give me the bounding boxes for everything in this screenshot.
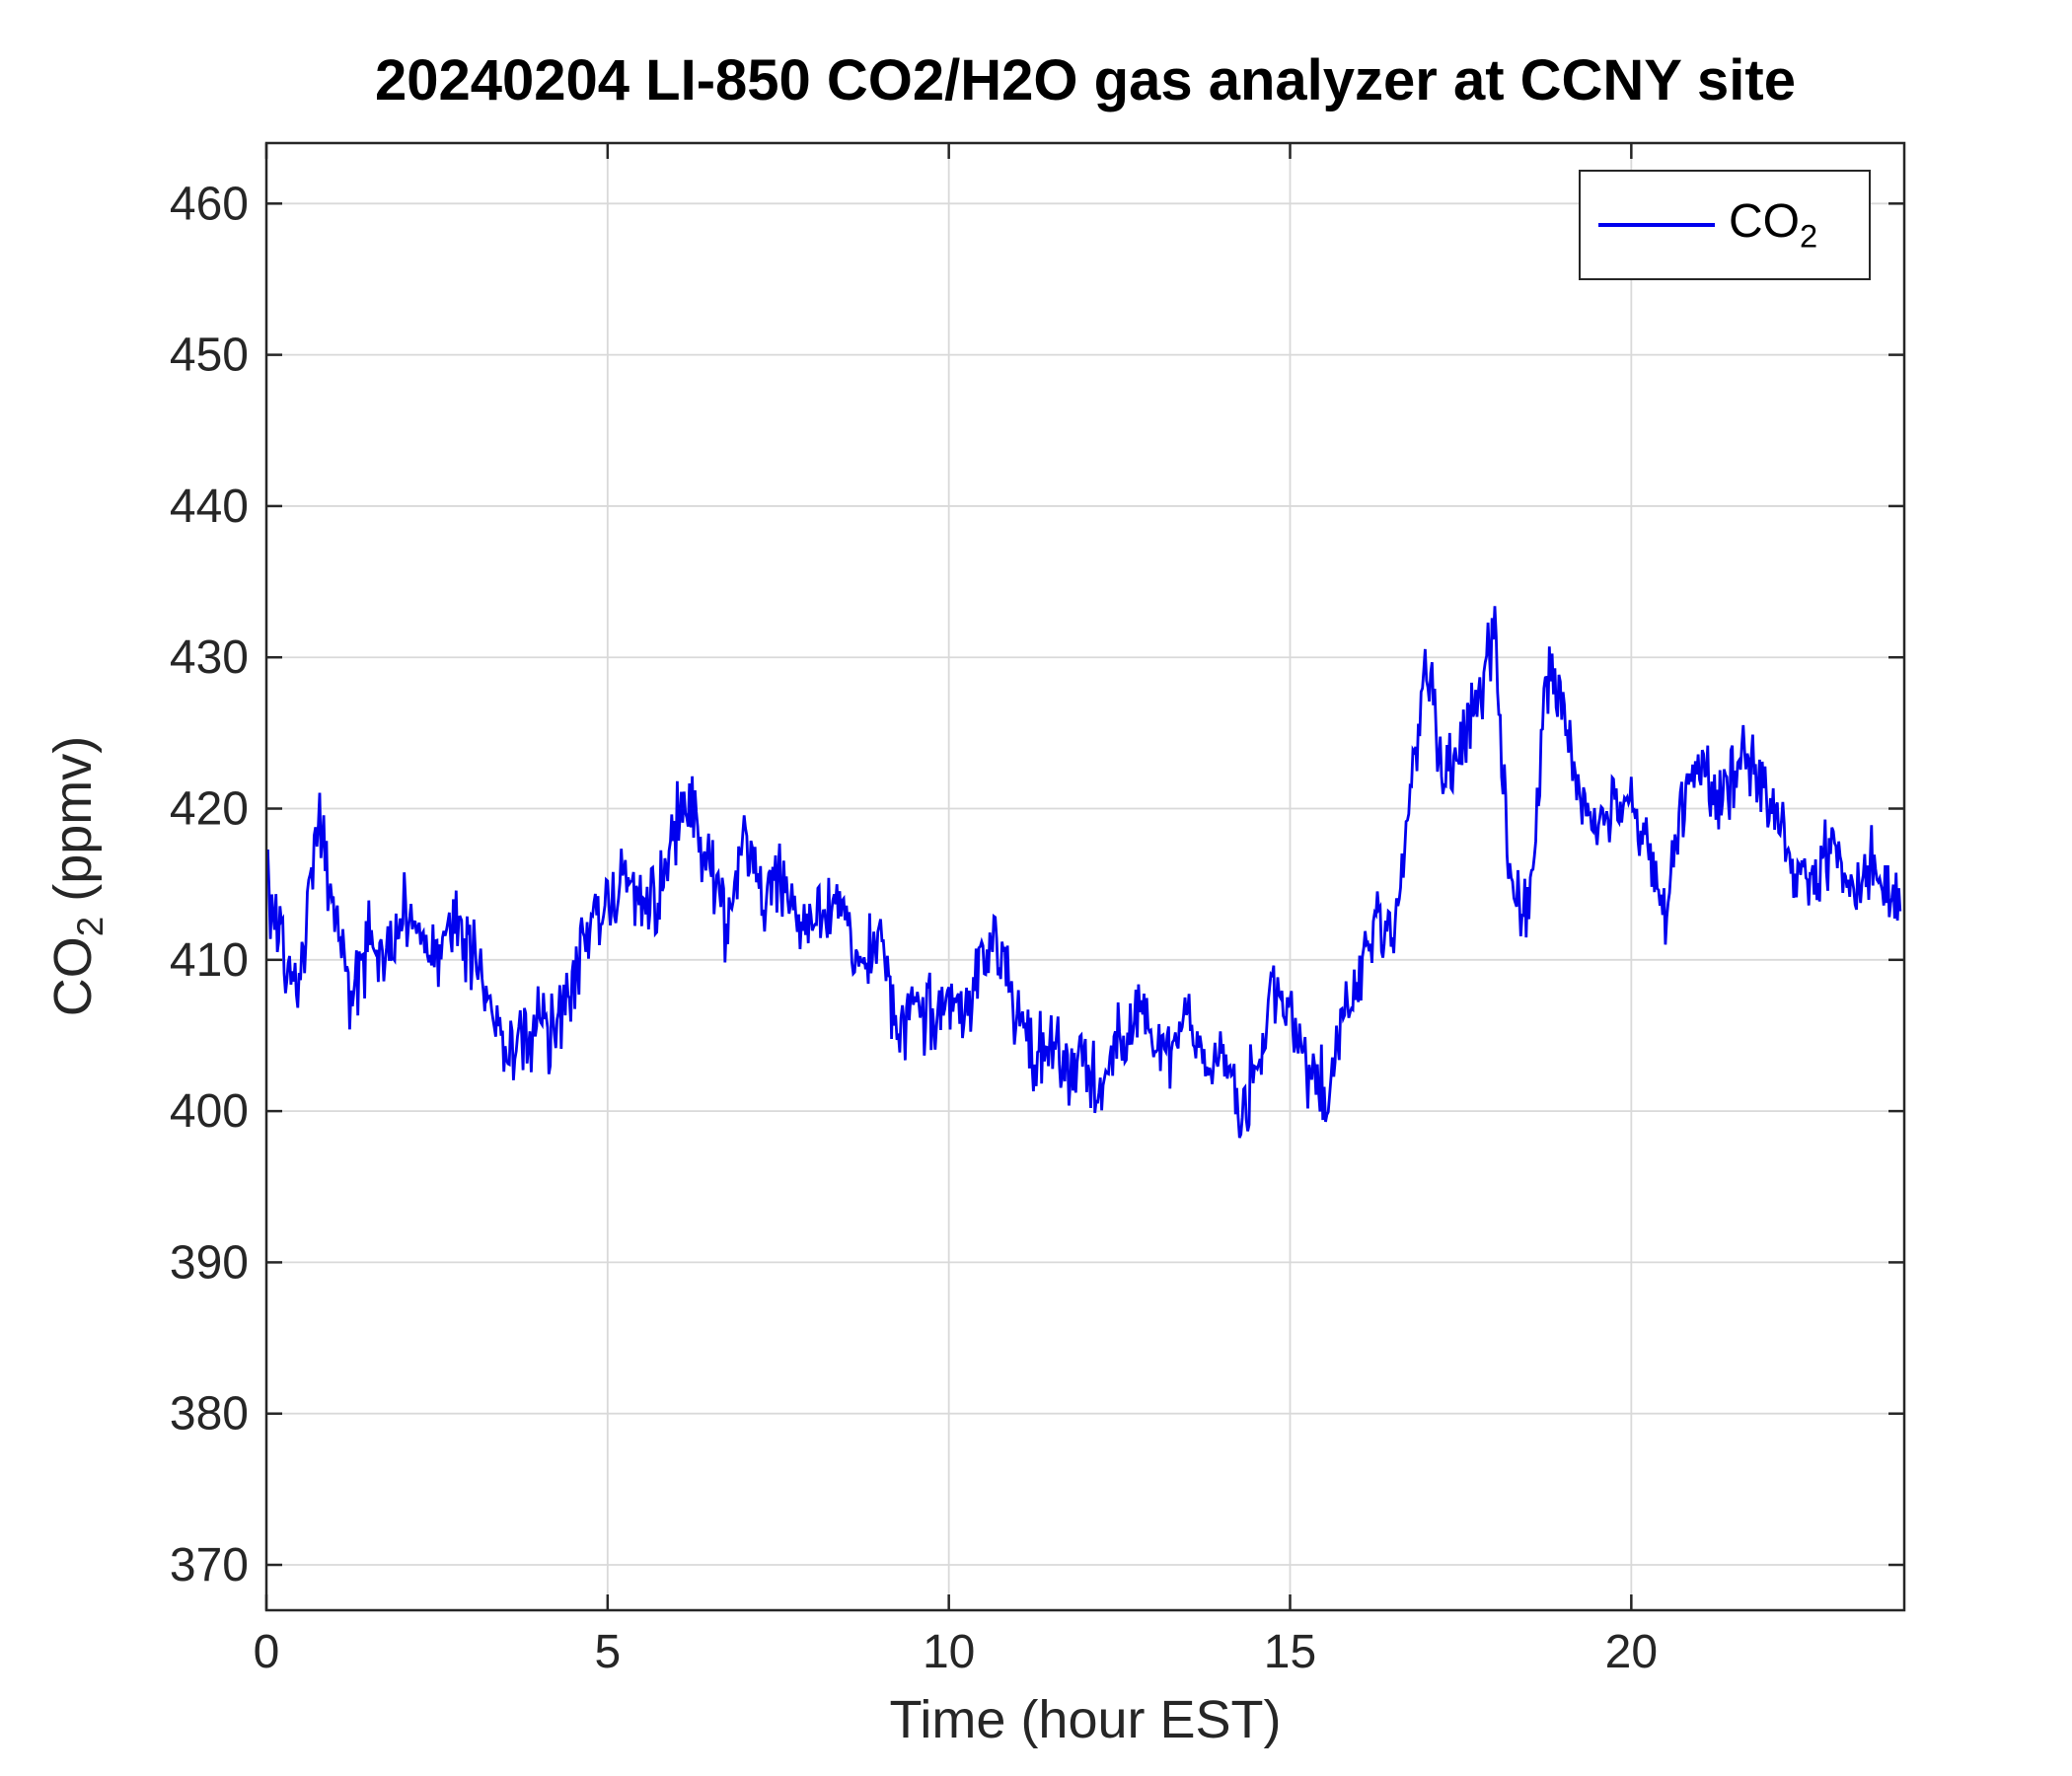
x-tick-label: 5 — [594, 1626, 621, 1678]
legend-label-sub: 2 — [1800, 217, 1818, 255]
co2-line-series — [266, 606, 1902, 1139]
y-tick-label: 420 — [170, 783, 249, 836]
y-tick-label: 460 — [170, 178, 249, 230]
x-tick-label: 15 — [1264, 1626, 1316, 1678]
y-tick-label: 370 — [170, 1539, 249, 1591]
y-tick-label: 390 — [170, 1236, 249, 1289]
x-axis-label: Time (hour EST) — [889, 1690, 1282, 1749]
y-tick-label: 450 — [170, 330, 249, 382]
y-tick-label: 380 — [170, 1388, 249, 1441]
legend: CO2 — [1579, 170, 1871, 280]
legend-label: CO2 — [1729, 194, 1817, 256]
y-tick-label: 400 — [170, 1085, 249, 1138]
legend-label-main: CO — [1729, 195, 1800, 249]
legend-line-sample — [1598, 223, 1715, 227]
y-tick-label: 440 — [170, 481, 249, 533]
y-tick-label: 410 — [170, 934, 249, 987]
axes-box — [264, 141, 1906, 1612]
x-tick-label: 20 — [1605, 1626, 1658, 1678]
y-tick-label: 430 — [170, 631, 249, 684]
chart-title: 20240204 LI-850 CO2/H2O gas analyzer at … — [374, 48, 1796, 112]
x-tick-label: 0 — [254, 1626, 280, 1678]
x-tick-label: 10 — [923, 1626, 975, 1678]
